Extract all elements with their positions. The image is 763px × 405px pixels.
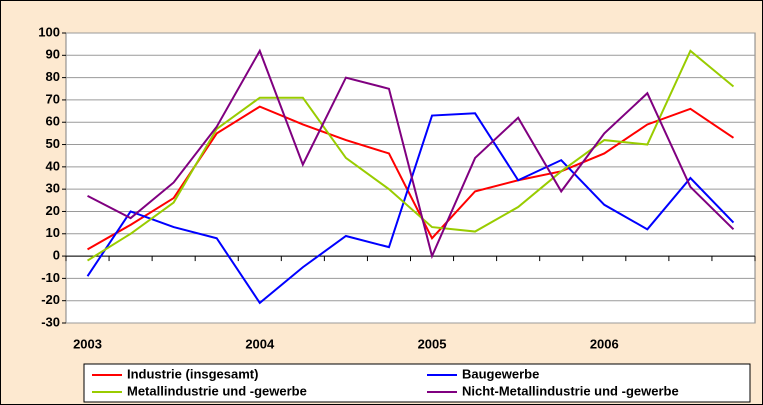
y-tick-label: 100	[38, 24, 60, 39]
y-tick-label: 40	[46, 158, 60, 173]
y-tick-label: -10	[41, 270, 60, 285]
y-tick-label: 90	[46, 47, 60, 62]
y-tick-label: 50	[46, 136, 60, 151]
x-tick-label: 2003	[73, 336, 102, 351]
y-tick-label: 80	[46, 69, 60, 84]
series-line	[87, 48, 735, 260]
legend-label: Industrie (insgesamt)	[127, 366, 258, 381]
y-tick-label: 0	[53, 248, 60, 263]
y-tick-label: 60	[46, 114, 60, 129]
y-tick-label: 20	[46, 203, 60, 218]
x-tick-label: 2004	[245, 336, 275, 351]
plot-area	[65, 32, 756, 324]
series-line	[86, 112, 735, 305]
y-tick-label: -20	[41, 292, 60, 307]
legend-label: Nicht-Metallindustrie und -gewerbe	[462, 383, 679, 398]
y-tick-label: 30	[46, 181, 60, 196]
legend-label: Metallindustrie und -gewerbe	[127, 383, 307, 398]
series-line	[87, 49, 735, 262]
x-tick-label: 2005	[418, 336, 447, 351]
legend	[83, 363, 751, 403]
y-tick-label: 10	[46, 225, 60, 240]
y-tick-label: 70	[46, 91, 60, 106]
x-tick-label: 2006	[590, 336, 619, 351]
y-tick-label: -30	[41, 314, 60, 329]
legend-label: Baugewerbe	[462, 366, 539, 381]
